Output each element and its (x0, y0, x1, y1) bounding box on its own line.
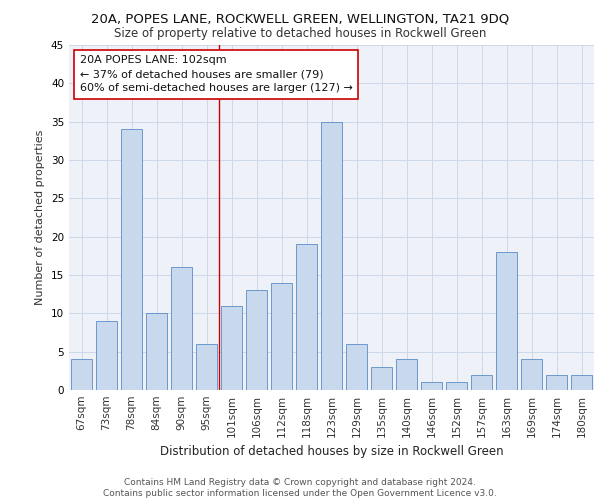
X-axis label: Distribution of detached houses by size in Rockwell Green: Distribution of detached houses by size … (160, 446, 503, 458)
Bar (221, 306, 242, 390)
Bar (96, 321, 117, 390)
Bar (271, 282, 292, 390)
Text: Size of property relative to detached houses in Rockwell Green: Size of property relative to detached ho… (114, 28, 486, 40)
Bar (196, 344, 217, 390)
Bar (296, 244, 317, 390)
Bar (146, 314, 167, 390)
Bar (71, 360, 92, 390)
Bar (346, 344, 367, 390)
Bar (321, 122, 342, 390)
Text: 20A, POPES LANE, ROCKWELL GREEN, WELLINGTON, TA21 9DQ: 20A, POPES LANE, ROCKWELL GREEN, WELLING… (91, 12, 509, 26)
Bar (546, 374, 567, 390)
Bar (246, 290, 267, 390)
Bar (446, 382, 467, 390)
Y-axis label: Number of detached properties: Number of detached properties (35, 130, 46, 305)
Text: Contains HM Land Registry data © Crown copyright and database right 2024.
Contai: Contains HM Land Registry data © Crown c… (103, 478, 497, 498)
Bar (421, 382, 442, 390)
Bar (496, 252, 517, 390)
Bar (471, 374, 492, 390)
Bar (171, 268, 192, 390)
Text: 20A POPES LANE: 102sqm
← 37% of detached houses are smaller (79)
60% of semi-det: 20A POPES LANE: 102sqm ← 37% of detached… (79, 56, 352, 94)
Bar (371, 367, 392, 390)
Bar (521, 360, 542, 390)
Bar (396, 360, 417, 390)
Bar (571, 374, 592, 390)
Bar (121, 130, 142, 390)
